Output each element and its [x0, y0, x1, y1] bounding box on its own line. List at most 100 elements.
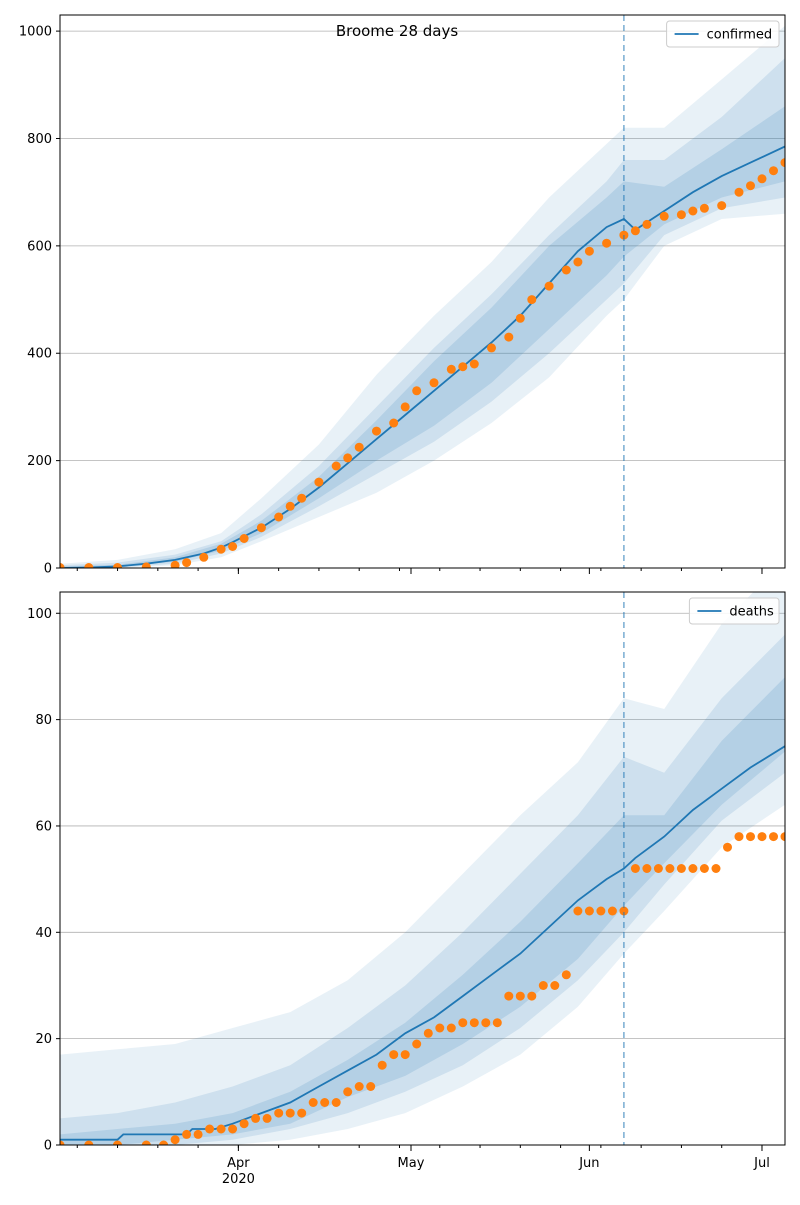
observed-point: [285, 501, 295, 511]
observed-point: [113, 563, 122, 568]
observed-point: [60, 1140, 65, 1145]
observed-point: [481, 1018, 491, 1028]
observed-point: [458, 1018, 468, 1028]
observed-point: [469, 359, 479, 369]
observed-point: [297, 493, 307, 503]
observed-point: [734, 187, 744, 197]
observed-point: [216, 544, 226, 554]
y-tick-label: 80: [35, 713, 52, 728]
y-tick-label: 60: [35, 819, 52, 834]
y-tick-label: 0: [44, 1139, 52, 1154]
confirmed-line: [60, 145, 785, 568]
y-tick-label: 1000: [19, 25, 52, 40]
observed-point: [769, 166, 778, 176]
uncertainty-band-1: [60, 634, 785, 1145]
observed-point: [769, 832, 778, 842]
observed-point: [757, 174, 767, 184]
observed-point: [228, 1124, 238, 1134]
observed-point: [141, 562, 151, 568]
observed-point: [400, 1050, 410, 1060]
observed-point: [469, 1018, 479, 1028]
observed-point: [412, 386, 422, 396]
plot-area: [60, 25, 785, 568]
y-tick-label: 40: [35, 926, 52, 941]
x-tick-label: Jul: [753, 1156, 770, 1171]
observed-point: [757, 832, 767, 842]
observed-point: [423, 1028, 433, 1038]
observed-point: [515, 991, 525, 1001]
observed-point: [377, 1060, 387, 1070]
y-tick-label: 800: [27, 132, 52, 147]
observed-point: [412, 1039, 422, 1049]
observed-point: [544, 281, 554, 291]
observed-point: [642, 219, 652, 229]
observed-point: [331, 461, 341, 471]
observed-point: [573, 257, 583, 267]
observed-point: [527, 295, 537, 305]
x-tick-sublabel: 2020: [222, 1172, 255, 1187]
observed-point: [366, 1082, 376, 1091]
y-tick-label: 100: [27, 607, 52, 622]
legend-label: deaths: [729, 605, 774, 620]
observed-point: [699, 864, 709, 873]
uncertainty-band-2: [60, 677, 785, 1145]
plot-area: [60, 592, 785, 1145]
observed-point: [659, 211, 669, 221]
observed-point: [435, 1023, 445, 1033]
observed-point: [734, 832, 744, 842]
observed-point: [487, 343, 496, 353]
observed-point: [372, 426, 381, 436]
observed-point: [711, 864, 721, 873]
observed-point: [199, 552, 209, 562]
observed-point: [584, 906, 594, 916]
y-tick-label: 20: [35, 1032, 52, 1047]
observed-point: [400, 402, 410, 412]
observed-point: [274, 1108, 284, 1118]
observed-point: [492, 1018, 502, 1028]
observed-point: [699, 203, 709, 213]
observed-point: [216, 1124, 226, 1134]
deaths-line: [60, 745, 785, 1141]
observed-point: [746, 832, 755, 842]
observed-point: [561, 970, 571, 980]
observed-point: [331, 1098, 341, 1107]
observed-point: [446, 1023, 456, 1033]
observed-point: [573, 906, 583, 916]
uncertainty-band-0: [60, 25, 785, 568]
observed-point: [688, 864, 698, 873]
observed-point: [285, 1108, 295, 1118]
confirmed-subplot: 0 200 400 600 800 1000 confirmed: [19, 14, 786, 577]
observed-point: [584, 246, 594, 256]
legend-box: [666, 20, 780, 48]
observed-point: [429, 378, 439, 388]
y-tick-label: 600: [27, 239, 52, 254]
observed-point: [665, 864, 675, 873]
observed-point: [538, 981, 548, 990]
observed-point: [723, 842, 732, 852]
y-tick-label: 400: [27, 347, 52, 362]
observed-point: [343, 1087, 353, 1097]
observed-point: [607, 906, 617, 916]
chart-title: Broome 28 days: [336, 22, 459, 40]
observed-point: [354, 1082, 364, 1091]
observed-point: [717, 201, 727, 211]
observed-point: [676, 210, 686, 220]
observed-point: [193, 1129, 203, 1139]
axes-frame: [59, 14, 786, 569]
uncertainty-band-2: [60, 106, 785, 568]
observed-point: [515, 313, 525, 323]
observed-point: [642, 864, 652, 873]
observed-point: [527, 991, 537, 1001]
observed-point: [596, 906, 606, 916]
observed-point: [780, 832, 785, 842]
observed-point: [170, 560, 180, 568]
observed-point: [251, 1113, 261, 1123]
observed-point: [182, 1129, 192, 1139]
observed-point: [228, 542, 238, 551]
observed-point: [504, 332, 514, 342]
observed-point: [141, 1140, 151, 1145]
observed-point: [170, 1135, 180, 1145]
observed-point: [343, 453, 353, 463]
observed-point: [308, 1098, 318, 1107]
